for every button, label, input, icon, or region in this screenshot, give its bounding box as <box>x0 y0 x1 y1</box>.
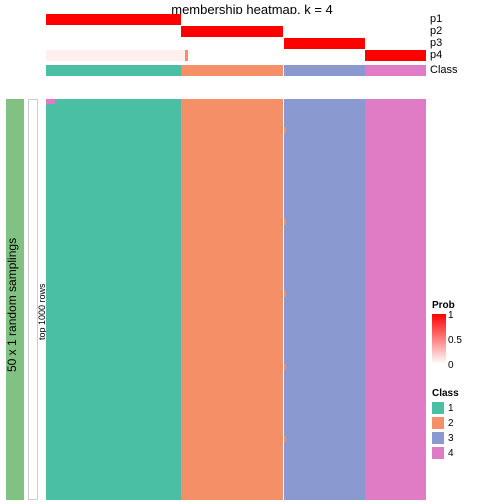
heatmap-col-2 <box>181 99 284 500</box>
legend-class-item: 4 <box>432 447 454 459</box>
prob-row-label: p1 <box>430 13 442 25</box>
legend-class-item: 1 <box>432 402 454 414</box>
prob-row-p2 <box>46 26 426 37</box>
prob-row-label: p2 <box>430 25 442 37</box>
prob-seg <box>284 38 366 49</box>
legend-prob-tick: 0 <box>448 360 454 371</box>
legend-gradient-fill <box>432 314 446 364</box>
class-seg <box>365 65 426 76</box>
prob-seg <box>181 14 426 25</box>
heatmap-col-4 <box>365 99 426 500</box>
legend-swatch <box>432 432 444 444</box>
heatmap-col-1 <box>46 99 181 500</box>
prob-seg <box>365 50 426 61</box>
side-label-samplings: 50 x 1 random samplings <box>5 238 19 372</box>
heatmap-body <box>46 99 426 500</box>
heatmap-spot <box>284 219 286 225</box>
legend-prob-gradient: 10.50 <box>432 314 446 364</box>
prob-row-p1 <box>46 14 426 25</box>
heatmap-spot <box>284 364 286 370</box>
legend-class-title: Class <box>432 388 459 399</box>
prob-row-label: p4 <box>430 49 442 61</box>
prob-row-p4 <box>46 50 426 61</box>
legend-class-label: 3 <box>448 433 454 444</box>
prob-row-p3 <box>46 38 426 49</box>
legend-class-label: 1 <box>448 403 454 414</box>
prob-row-label: p3 <box>430 37 442 49</box>
class-seg <box>284 65 366 76</box>
prob-seg <box>46 14 181 25</box>
legend-swatch <box>432 417 444 429</box>
class-bar-label: Class <box>430 64 458 76</box>
legend-prob-tick: 1 <box>448 310 454 321</box>
heatmap-spot <box>284 291 286 297</box>
prob-seg <box>284 26 427 37</box>
prob-seg <box>46 26 181 37</box>
legend-swatch <box>432 447 444 459</box>
legend-swatch <box>432 402 444 414</box>
class-bar <box>46 65 426 76</box>
prob-seg <box>46 50 185 61</box>
legend-class-label: 4 <box>448 448 454 459</box>
heatmap-col-3 <box>284 99 366 500</box>
legend-class-item: 3 <box>432 432 454 444</box>
legend-class-label: 2 <box>448 418 454 429</box>
prob-seg <box>189 50 366 61</box>
class-seg <box>46 65 181 76</box>
class-seg <box>181 65 284 76</box>
prob-seg <box>46 38 284 49</box>
legend-class-item: 2 <box>432 417 454 429</box>
prob-seg <box>181 26 284 37</box>
heatmap-spot <box>46 99 55 104</box>
heatmap-spot <box>284 127 286 133</box>
heatmap-spot <box>284 436 286 442</box>
prob-seg <box>365 38 426 49</box>
legend-prob-tick: 0.5 <box>448 335 462 346</box>
